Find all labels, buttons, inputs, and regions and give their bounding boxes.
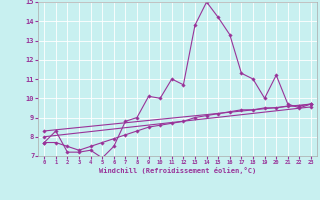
X-axis label: Windchill (Refroidissement éolien,°C): Windchill (Refroidissement éolien,°C) (99, 167, 256, 174)
